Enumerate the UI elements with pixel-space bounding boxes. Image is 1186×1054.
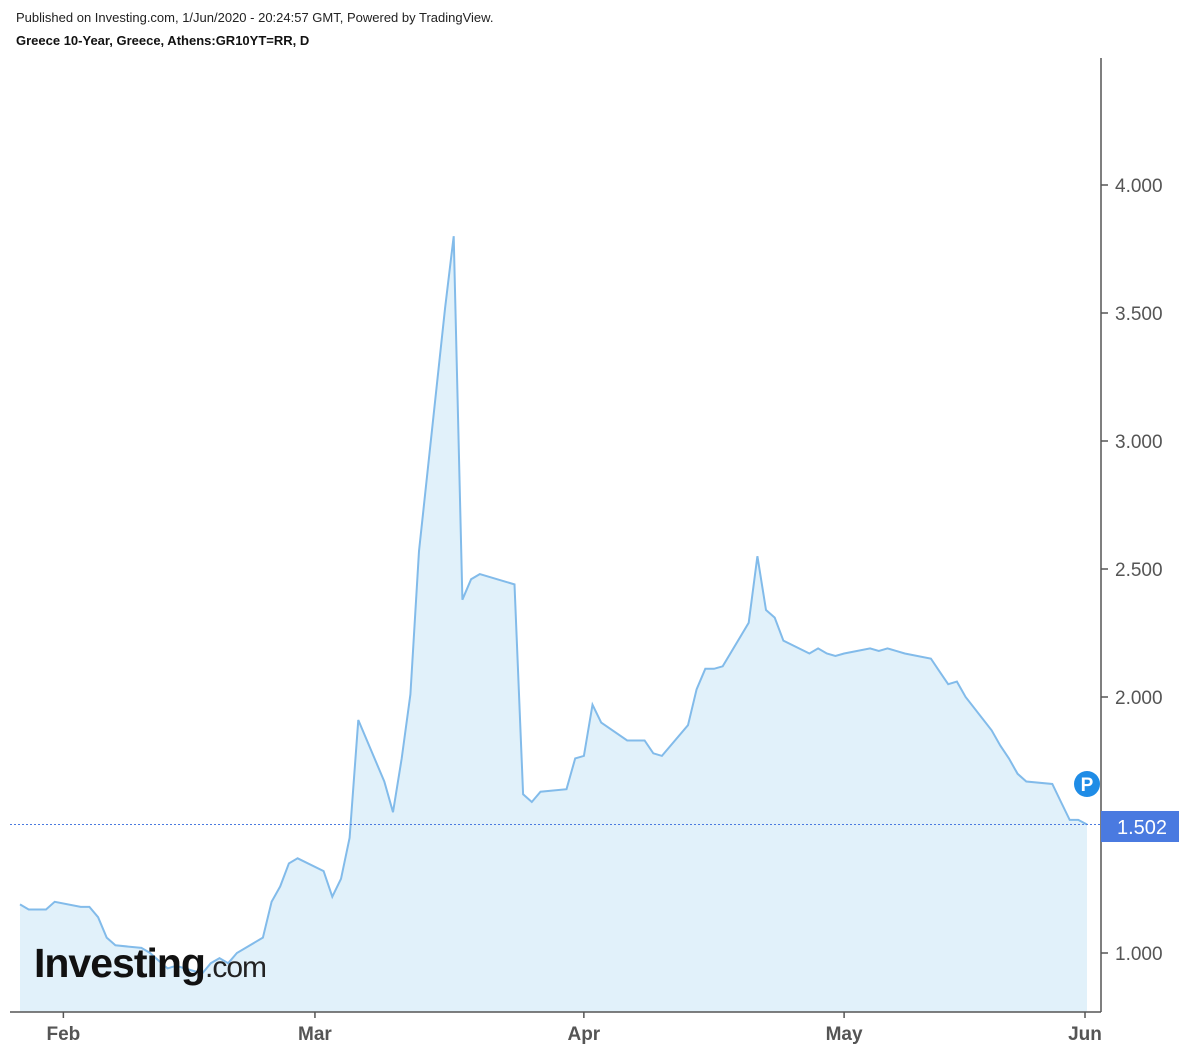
- p-marker-icon[interactable]: P: [1074, 771, 1100, 797]
- y-tick-label: 2.500: [1115, 560, 1163, 581]
- y-tick-label: 4.000: [1115, 176, 1163, 197]
- instrument-title: Greece 10-Year, Greece, Athens:GR10YT=RR…: [16, 33, 310, 48]
- logo-main: Investing: [34, 940, 205, 986]
- series-area: [20, 236, 1087, 1012]
- last-price-label: 1.502: [1117, 817, 1167, 839]
- p-marker-letter: P: [1081, 775, 1094, 796]
- x-tick-label: May: [826, 1024, 863, 1045]
- logo-suffix: .com: [205, 951, 266, 984]
- x-tick-label: Mar: [298, 1024, 332, 1045]
- y-axis-ticks: 1.000 2.000 2.500 3.000 3.500 4.000: [1101, 176, 1163, 965]
- published-note: Published on Investing.com, 1/Jun/2020 -…: [16, 10, 494, 25]
- x-tick-label: Feb: [46, 1024, 80, 1045]
- svg-text:Investing.com: Investing.com: [34, 940, 266, 986]
- x-axis-ticks: Feb Mar Apr May Jun: [46, 1012, 1102, 1045]
- x-tick-label: Jun: [1068, 1024, 1102, 1045]
- y-tick-label: 3.500: [1115, 304, 1163, 325]
- y-tick-label: 3.000: [1115, 432, 1163, 453]
- y-tick-label: 1.000: [1115, 944, 1163, 965]
- last-price-badge: [1101, 811, 1179, 842]
- y-tick-label: 2.000: [1115, 688, 1163, 709]
- series-layer: [10, 236, 1101, 1012]
- x-tick-label: Apr: [567, 1024, 600, 1045]
- investing-logo: Investing.com: [34, 940, 267, 986]
- series-line: [19, 236, 1088, 975]
